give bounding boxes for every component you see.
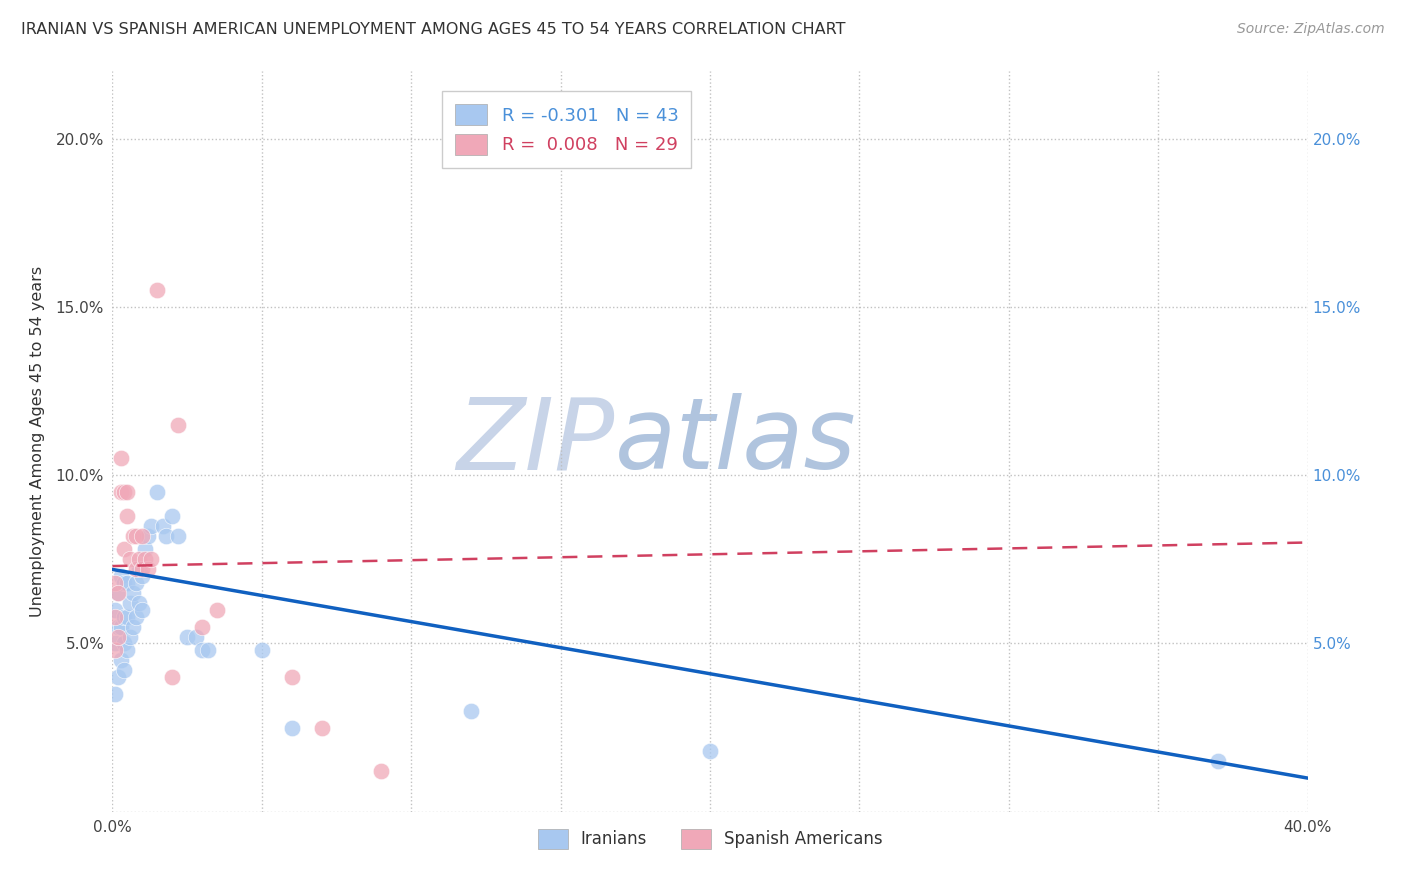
Text: atlas: atlas	[614, 393, 856, 490]
Legend: Iranians, Spanish Americans: Iranians, Spanish Americans	[531, 822, 889, 855]
Point	[114, 485, 135, 500]
Point	[176, 630, 198, 644]
Point	[104, 643, 127, 657]
Point	[125, 575, 148, 590]
Point	[110, 451, 132, 466]
Point	[1206, 754, 1229, 768]
Point	[110, 619, 132, 633]
Point	[125, 609, 148, 624]
Point	[167, 529, 190, 543]
Point	[125, 562, 148, 576]
Point	[186, 630, 208, 644]
Point	[152, 518, 174, 533]
Point	[122, 619, 145, 633]
Point	[107, 630, 129, 644]
Point	[281, 721, 304, 735]
Point	[370, 764, 392, 779]
Point	[117, 508, 139, 523]
Point	[191, 619, 214, 633]
Point	[104, 609, 127, 624]
Point	[191, 643, 214, 657]
Point	[134, 552, 156, 566]
Point	[110, 569, 132, 583]
Point	[131, 529, 153, 543]
Point	[120, 630, 142, 644]
Point	[110, 653, 132, 667]
Point	[107, 670, 129, 684]
Point	[167, 417, 190, 432]
Point	[162, 670, 183, 684]
Point	[114, 636, 135, 650]
Point	[104, 687, 127, 701]
Point	[128, 552, 150, 566]
Point	[122, 586, 145, 600]
Text: ZIP: ZIP	[456, 393, 614, 490]
Point	[107, 586, 129, 600]
Point	[197, 643, 219, 657]
Point	[128, 596, 150, 610]
Point	[117, 609, 139, 624]
Point	[131, 603, 153, 617]
Point	[104, 575, 127, 590]
Point	[114, 575, 135, 590]
Point	[146, 283, 169, 297]
Point	[311, 721, 333, 735]
Text: Source: ZipAtlas.com: Source: ZipAtlas.com	[1237, 22, 1385, 37]
Point	[120, 596, 142, 610]
Point	[110, 485, 132, 500]
Point	[125, 529, 148, 543]
Point	[131, 562, 153, 576]
Point	[131, 569, 153, 583]
Point	[146, 485, 169, 500]
Point	[128, 562, 150, 576]
Point	[138, 529, 160, 543]
Point	[114, 609, 135, 624]
Point	[250, 643, 273, 657]
Point	[141, 518, 163, 533]
Point	[134, 542, 156, 557]
Point	[120, 552, 142, 566]
Point	[162, 508, 183, 523]
Point	[460, 704, 482, 718]
Point	[281, 670, 304, 684]
Point	[114, 542, 135, 557]
Point	[107, 619, 129, 633]
Point	[155, 529, 177, 543]
Point	[117, 643, 139, 657]
Text: IRANIAN VS SPANISH AMERICAN UNEMPLOYMENT AMONG AGES 45 TO 54 YEARS CORRELATION C: IRANIAN VS SPANISH AMERICAN UNEMPLOYMENT…	[21, 22, 845, 37]
Point	[104, 603, 127, 617]
Point	[114, 664, 135, 678]
Point	[141, 552, 163, 566]
Point	[117, 485, 139, 500]
Point	[104, 636, 127, 650]
Y-axis label: Unemployment Among Ages 45 to 54 years: Unemployment Among Ages 45 to 54 years	[30, 266, 45, 617]
Point	[138, 562, 160, 576]
Point	[107, 586, 129, 600]
Point	[205, 603, 228, 617]
Point	[699, 744, 721, 758]
Point	[122, 529, 145, 543]
Point	[117, 575, 139, 590]
